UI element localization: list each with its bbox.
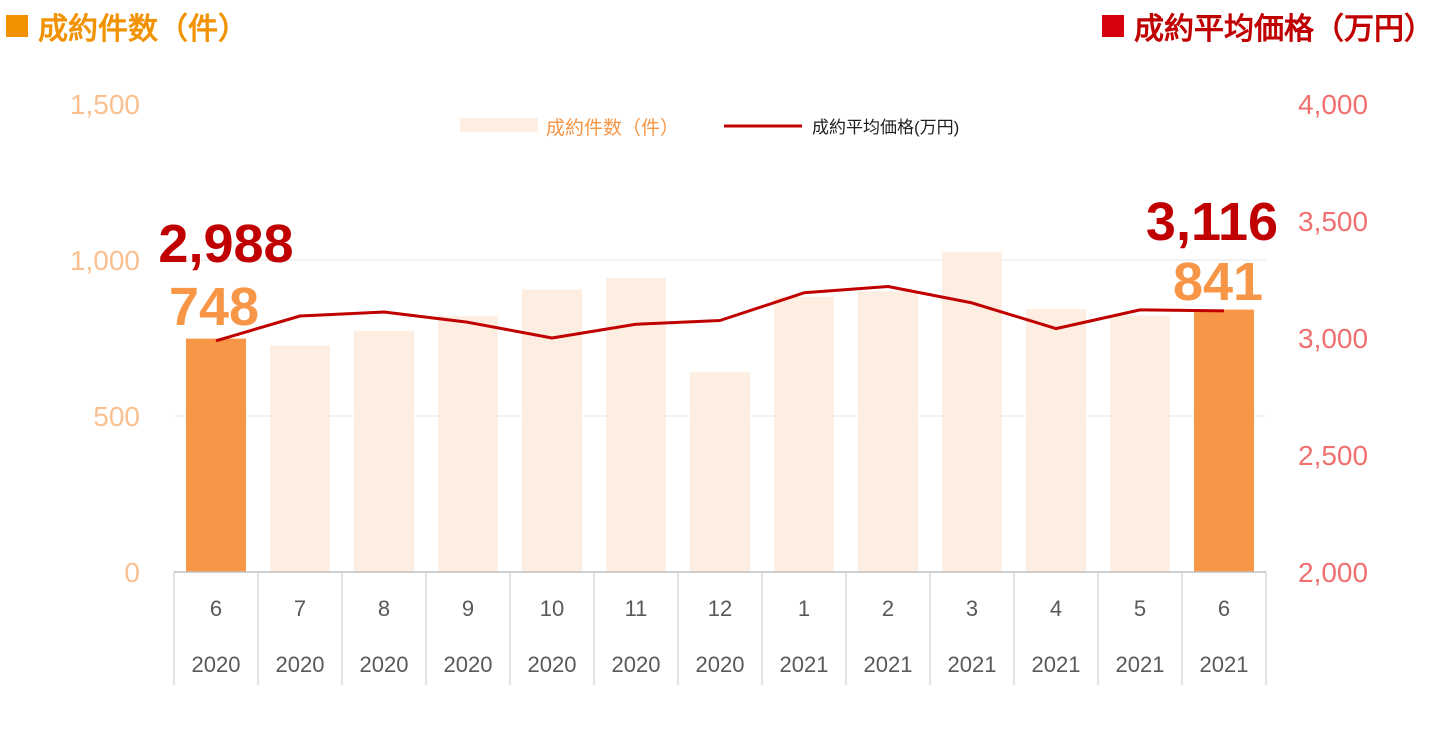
red-square-icon [1102,15,1124,37]
price-series-line [215,285,1225,343]
last-price-label: 3,116 [1146,192,1278,252]
bar [270,345,330,572]
x-tick-label: 6 [1218,596,1230,621]
bar [1110,315,1170,572]
bar [438,316,498,572]
left-y-tick-label: 1,000 [70,245,140,276]
bar [1194,309,1254,572]
left-y-tick-label: 500 [93,401,140,432]
x-tick-label: 4 [1050,596,1062,621]
legend-bar-label: 成約件数（件） [546,117,679,139]
x-year-label: 2020 [192,652,241,677]
x-tick-label: 6 [210,596,222,621]
right-y-tick-label: 3,000 [1298,323,1368,354]
legend-bar-swatch [460,118,538,132]
price-line [215,285,1225,343]
x-year-label: 2020 [696,652,745,677]
right-axis-title-text: 成約平均価格（万円） [1134,12,1434,47]
first-count-label: 748 [169,277,259,337]
x-year-label: 2021 [780,652,829,677]
x-year-label: 2020 [276,652,325,677]
x-axis-table: 6202072020820209202010202011202012202012… [173,571,1267,685]
left-axis-title-text: 成約件数（件） [38,12,248,47]
x-year-label: 2020 [612,652,661,677]
x-tick-label: 3 [966,596,978,621]
x-year-label: 2021 [1032,652,1081,677]
x-year-label: 2020 [528,652,577,677]
x-year-label: 2020 [444,652,493,677]
left-y-tick-label: 1,500 [70,89,140,120]
right-axis-title: 成約平均価格（万円） [1102,4,1434,48]
bar [186,338,246,572]
x-year-label: 2021 [1116,652,1165,677]
legend: 成約件数（件） 成約平均価格(万円) [460,117,959,139]
bar [942,252,1002,572]
x-tick-label: 5 [1134,596,1146,621]
x-tick-label: 8 [378,596,390,621]
legend-line-label: 成約平均価格(万円) [812,118,959,137]
bar [774,296,834,572]
x-year-label: 2020 [360,652,409,677]
x-tick-label: 9 [462,596,474,621]
left-y-tick-label: 0 [124,557,140,588]
x-year-label: 2021 [948,652,997,677]
right-y-tick-label: 2,500 [1298,440,1368,471]
right-y-tick-label: 2,000 [1298,557,1368,588]
bar [858,291,918,572]
orange-square-icon [6,15,28,37]
bars [186,252,1254,572]
bar [354,330,414,572]
bar [522,289,582,572]
x-tick-label: 1 [798,596,810,621]
left-axis-title: 成約件数（件） [6,4,248,48]
bar [1026,308,1086,572]
x-tick-label: 10 [540,596,564,621]
x-year-label: 2021 [864,652,913,677]
x-tick-label: 7 [294,596,306,621]
x-year-label: 2021 [1200,652,1249,677]
x-tick-label: 11 [625,596,648,621]
x-tick-label: 2 [882,596,894,621]
right-y-tick-label: 3,500 [1298,206,1368,237]
bar [690,372,750,572]
x-tick-label: 12 [708,596,732,621]
right-y-axis: 2,000 2,500 3,000 3,500 4,000 [1298,89,1368,588]
right-y-tick-label: 4,000 [1298,89,1368,120]
last-count-label: 841 [1173,252,1263,312]
first-price-label: 2,988 [158,214,293,274]
left-y-axis: 0 500 1,000 1,500 [70,89,140,588]
